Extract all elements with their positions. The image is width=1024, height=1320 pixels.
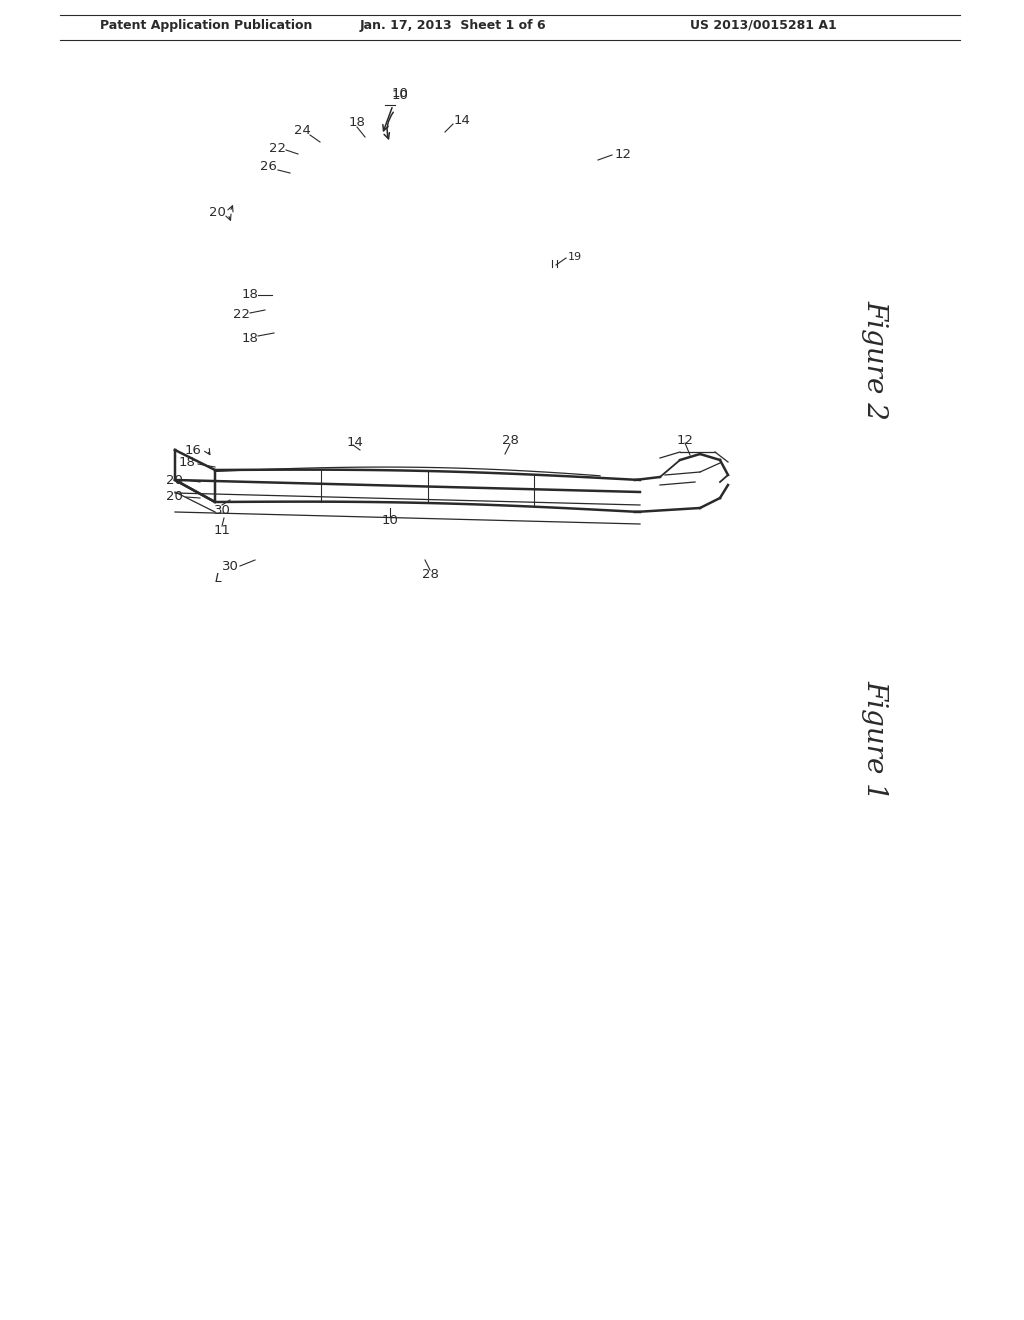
Text: 14: 14 [346, 436, 364, 449]
Text: 11: 11 [213, 524, 230, 536]
Text: 28: 28 [422, 569, 438, 582]
Text: 18: 18 [242, 331, 258, 345]
Text: US 2013/0015281 A1: US 2013/0015281 A1 [690, 18, 837, 32]
Text: 12: 12 [615, 149, 632, 161]
Text: Jan. 17, 2013  Sheet 1 of 6: Jan. 17, 2013 Sheet 1 of 6 [360, 18, 547, 32]
Text: 16: 16 [184, 444, 202, 457]
Text: 26: 26 [259, 161, 276, 173]
Text: 10: 10 [391, 87, 409, 100]
Text: Figure 1: Figure 1 [861, 680, 889, 800]
Text: 20: 20 [166, 491, 183, 503]
Text: 19: 19 [568, 252, 582, 261]
Text: 18: 18 [348, 116, 366, 128]
Text: 12: 12 [677, 433, 693, 446]
Text: 20: 20 [166, 474, 183, 487]
Text: L: L [214, 573, 221, 586]
Text: 24: 24 [294, 124, 310, 136]
Text: 30: 30 [221, 560, 239, 573]
Text: 10: 10 [391, 88, 409, 102]
Text: 10: 10 [382, 513, 398, 527]
Text: 20: 20 [209, 206, 225, 219]
Text: 18: 18 [178, 457, 195, 470]
Text: 30: 30 [214, 503, 230, 516]
Text: 14: 14 [454, 114, 470, 127]
Text: 18: 18 [242, 289, 258, 301]
Text: 22: 22 [269, 141, 287, 154]
Text: Patent Application Publication: Patent Application Publication [100, 18, 312, 32]
Text: 28: 28 [502, 433, 518, 446]
Text: Figure 2: Figure 2 [861, 300, 889, 420]
Text: 22: 22 [233, 309, 251, 322]
